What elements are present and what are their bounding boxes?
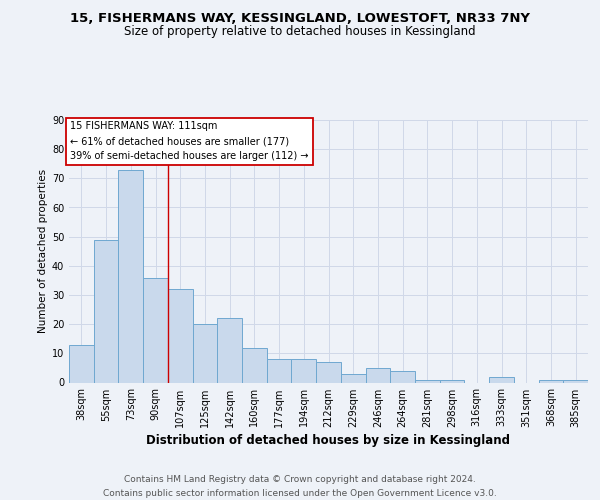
Text: 15, FISHERMANS WAY, KESSINGLAND, LOWESTOFT, NR33 7NY: 15, FISHERMANS WAY, KESSINGLAND, LOWESTO… xyxy=(70,12,530,26)
Bar xyxy=(341,374,365,382)
Bar xyxy=(390,371,415,382)
Bar xyxy=(415,380,440,382)
Bar xyxy=(242,348,267,382)
X-axis label: Distribution of detached houses by size in Kessingland: Distribution of detached houses by size … xyxy=(146,434,511,446)
Bar xyxy=(143,278,168,382)
Bar xyxy=(440,380,464,382)
Text: 15 FISHERMANS WAY: 111sqm
← 61% of detached houses are smaller (177)
39% of semi: 15 FISHERMANS WAY: 111sqm ← 61% of detac… xyxy=(70,122,309,161)
Text: Size of property relative to detached houses in Kessingland: Size of property relative to detached ho… xyxy=(124,25,476,38)
Bar xyxy=(217,318,242,382)
Bar xyxy=(267,359,292,382)
Bar xyxy=(292,359,316,382)
Bar xyxy=(168,289,193,382)
Bar xyxy=(365,368,390,382)
Bar xyxy=(69,344,94,383)
Bar xyxy=(563,380,588,382)
Bar xyxy=(118,170,143,382)
Bar xyxy=(193,324,217,382)
Bar xyxy=(316,362,341,382)
Bar xyxy=(489,376,514,382)
Y-axis label: Number of detached properties: Number of detached properties xyxy=(38,169,47,334)
Bar xyxy=(94,240,118,382)
Bar xyxy=(539,380,563,382)
Text: Contains HM Land Registry data © Crown copyright and database right 2024.
Contai: Contains HM Land Registry data © Crown c… xyxy=(103,476,497,498)
